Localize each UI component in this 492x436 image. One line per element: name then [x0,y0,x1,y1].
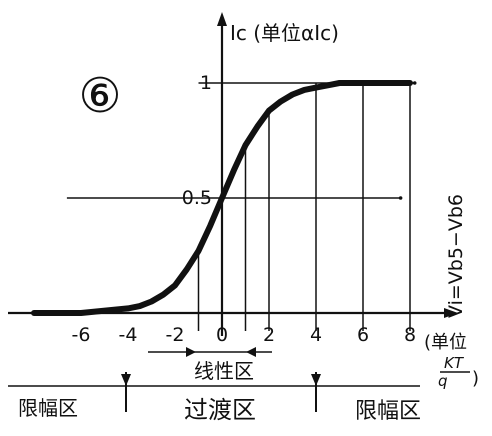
x-tick-label: 6 [357,324,369,346]
figure-number: ⑥ [78,68,121,124]
linear-region-arrow-right-icon [246,347,256,357]
reference-lines [66,81,417,331]
x-tick-label: -2 [166,324,185,346]
reference-line-end-dot [398,196,403,200]
x-axis-arrow-icon [444,308,458,318]
region-label-left: 限幅区 [18,396,78,420]
y-tick-label: 0.5 [182,187,212,209]
y-tick-label: 1 [200,72,212,94]
x-tick-label: 8 [404,324,416,346]
x-unit-label-open: (单位 [424,332,467,353]
x-unit-label-close: ) [472,368,479,389]
region-label-right: 限幅区 [355,399,421,424]
reference-line-end-dot [412,81,417,85]
region-label-center: 过渡区 [184,396,256,424]
x-tick-label: -6 [72,324,91,346]
vertical-input-label: Vi=Vb5−Vb6 [445,194,467,318]
y-tick-labels: 0.51 [182,72,212,209]
x-tick-labels: -6 -4 -2 0 2 4 6 8 [72,324,417,346]
x-tick-label: 0 [216,324,228,346]
x-unit-denominator: q [438,372,448,390]
x-tick-label: -4 [119,324,138,346]
y-axis-label: Ic (单位αIc) [230,21,339,45]
series-curve [31,80,413,316]
x-tick-label: 2 [263,324,275,346]
x-unit-numerator: KT [444,354,465,372]
x-tick-label: 4 [310,324,322,346]
linear-region-arrow-left-icon [186,347,196,357]
y-axis-arrow-icon [217,12,227,26]
region-divider-left-arrow-icon [121,374,131,386]
linear-region-label: 线性区 [194,359,254,383]
region-divider-right-arrow-icon [311,374,321,386]
